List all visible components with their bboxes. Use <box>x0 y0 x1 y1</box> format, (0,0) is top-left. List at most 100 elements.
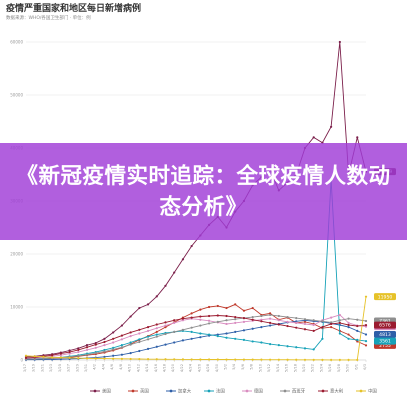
data-point <box>164 321 167 324</box>
data-point <box>199 324 202 327</box>
legend-swatch-dot <box>169 389 173 393</box>
series-line <box>25 314 367 359</box>
end-label-box <box>374 293 396 301</box>
data-point <box>181 328 185 331</box>
legend-swatch-dot <box>245 389 249 393</box>
data-point <box>330 125 333 128</box>
data-point <box>295 346 298 349</box>
data-point <box>164 326 167 329</box>
data-point <box>94 352 97 355</box>
data-point <box>77 347 80 350</box>
end-label-text: 2755 <box>379 343 391 349</box>
series-line <box>25 315 367 359</box>
data-point <box>207 314 211 318</box>
data-point <box>234 321 237 324</box>
data-point <box>199 332 202 335</box>
data-point <box>260 318 263 321</box>
legend-label: 美国 <box>102 388 111 395</box>
data-point <box>112 357 115 360</box>
data-point <box>347 326 350 329</box>
data-point <box>312 319 315 322</box>
x-tick-label: 4/2 <box>93 364 97 370</box>
data-point <box>207 322 211 325</box>
x-tick-label: 3/31 <box>84 364 88 372</box>
data-point <box>330 326 333 329</box>
data-point <box>207 333 211 336</box>
data-point <box>295 317 298 320</box>
x-tick-label: 3/21 <box>40 364 44 372</box>
data-point <box>190 337 193 340</box>
data-point <box>330 316 333 319</box>
data-point <box>138 340 141 344</box>
data-point <box>138 332 141 335</box>
data-point <box>59 358 62 361</box>
data-point <box>330 358 333 361</box>
headline-banner: 《新冠疫情实时追踪：全球疫情人数动态分析》 <box>0 143 407 240</box>
x-tick-label: 5/22 <box>311 364 315 372</box>
data-point <box>356 329 359 332</box>
y-tick-label: 10000 <box>10 305 23 310</box>
data-point <box>347 337 350 340</box>
data-point <box>277 358 280 361</box>
end-label-text: 4813 <box>379 332 391 338</box>
data-point <box>77 354 80 357</box>
x-tick-label: 5/30 <box>346 363 350 372</box>
data-point <box>164 284 167 287</box>
x-tick-label: 4/20 <box>171 363 175 372</box>
data-point <box>321 337 324 340</box>
data-point <box>68 350 71 354</box>
data-point <box>277 344 280 347</box>
data-point <box>103 344 106 347</box>
data-point <box>138 349 141 353</box>
legend-swatch-dot <box>93 389 97 393</box>
data-point <box>112 346 115 349</box>
data-point <box>51 356 54 359</box>
data-point <box>303 322 307 326</box>
data-point <box>260 341 263 344</box>
data-point <box>199 318 202 321</box>
data-point <box>269 313 272 317</box>
data-point <box>312 358 315 361</box>
data-point <box>225 336 228 339</box>
data-point <box>312 329 315 332</box>
data-point <box>312 136 315 139</box>
data-point <box>303 320 307 323</box>
data-point <box>68 349 71 352</box>
data-point <box>173 330 176 334</box>
data-point <box>242 338 246 341</box>
x-tick-label: 4/18 <box>162 363 166 372</box>
data-point <box>138 306 141 310</box>
headline-text: 《新冠疫情实时追踪：全球疫情人数动态分析》 <box>16 163 391 220</box>
x-tick-label: 5/18 <box>293 363 297 372</box>
data-point <box>347 323 350 327</box>
data-point <box>146 303 150 306</box>
data-point <box>225 332 228 335</box>
data-point <box>207 319 211 322</box>
x-tick-label: 6/3 <box>363 364 367 370</box>
x-tick-label: 4/30 <box>215 363 219 372</box>
data-point <box>68 356 71 359</box>
legend-label: 英国 <box>140 388 149 395</box>
data-point <box>164 324 167 327</box>
data-point <box>112 354 115 357</box>
data-point <box>242 309 246 312</box>
data-point <box>164 358 167 361</box>
data-point <box>155 295 158 298</box>
data-point <box>242 358 246 361</box>
legend-item: 美国 <box>90 388 111 395</box>
data-point <box>103 340 106 344</box>
legend-label: 意大利 <box>330 388 343 395</box>
x-tick-label: 5/2 <box>224 364 228 370</box>
data-point <box>129 331 132 334</box>
data-point <box>146 326 150 329</box>
x-tick-label: 3/29 <box>75 363 79 372</box>
data-point <box>364 324 368 327</box>
series-line <box>25 296 367 361</box>
x-tick-label: 5/28 <box>337 363 341 372</box>
data-point <box>364 333 368 336</box>
data-point <box>103 357 106 360</box>
data-point <box>85 348 89 352</box>
data-point <box>173 358 176 361</box>
data-point <box>286 345 289 348</box>
data-point <box>225 306 228 310</box>
